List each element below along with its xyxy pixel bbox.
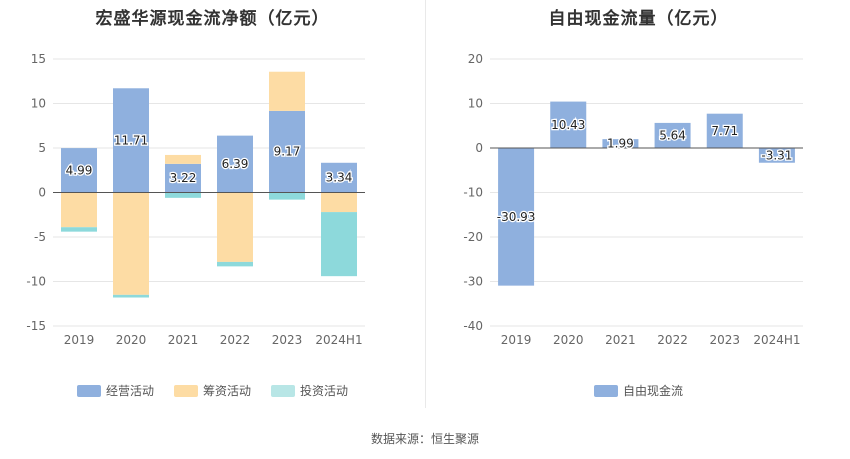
legend-swatch-investing — [271, 384, 295, 397]
data-label: 4.99 — [66, 163, 93, 177]
y-tick-label: -20 — [463, 230, 483, 244]
data-source-note: 数据来源：恒生聚源 — [370, 432, 479, 446]
x-tick-label: 2020 — [553, 333, 584, 347]
legend-item-operating[interactable]: 经营活动 — [76, 382, 154, 399]
data-label: 3.22 — [170, 171, 197, 185]
data-label: -30.93 — [497, 210, 536, 224]
y-tick-label: -10 — [26, 275, 46, 289]
bar — [550, 101, 587, 148]
legend-item-investing[interactable]: 投资活动 — [271, 382, 348, 399]
legend-label: 自由现金流 — [622, 384, 683, 398]
bar — [758, 148, 795, 163]
chart-legend: 自由现金流 — [427, 382, 850, 399]
bar — [269, 192, 305, 200]
legend-swatch-financing — [173, 384, 198, 397]
bar — [61, 148, 97, 193]
y-tick-label: -30 — [463, 275, 483, 289]
y-tick-label: -10 — [463, 186, 483, 200]
y-tick-label: 15 — [31, 52, 46, 66]
data-label: 11.71 — [114, 133, 148, 147]
x-tick-label: 2024H1 — [753, 333, 800, 347]
bar — [61, 192, 97, 228]
y-tick-label: 5 — [38, 141, 46, 155]
x-tick-label: 2021 — [605, 333, 636, 347]
x-tick-label: 2019 — [64, 333, 95, 347]
bar — [217, 192, 253, 262]
free-cashflow-plot: 20 10 0 -10 -20 -30 -40 2019 2020 2021 2022 2023 202… — [463, 52, 803, 347]
legend-swatch-free-cashflow — [593, 384, 618, 397]
data-label: 1.99 — [607, 137, 634, 151]
x-tick-label: 2020 — [116, 333, 147, 347]
bar — [217, 135, 253, 193]
legend-swatch-operating — [76, 384, 101, 397]
x-tick-label: 2023 — [709, 333, 740, 347]
y-tick-label: 0 — [38, 186, 46, 200]
x-tick-label: 2023 — [272, 333, 303, 347]
bar — [321, 192, 357, 213]
bar — [113, 192, 149, 295]
bar — [113, 294, 149, 298]
bar — [269, 110, 305, 193]
bar — [706, 113, 743, 148]
legend-label: 投资活动 — [300, 384, 349, 398]
bar — [165, 192, 201, 198]
data-label: 5.64 — [659, 128, 686, 142]
data-label: 3.34 — [326, 171, 353, 185]
y-tick-label: 10 — [31, 97, 46, 111]
bar — [217, 261, 253, 267]
bar — [321, 162, 357, 193]
data-label: 6.39 — [222, 157, 249, 171]
bar — [165, 154, 201, 164]
legend-item-financing[interactable]: 筹资活动 — [173, 382, 251, 399]
legend-label: 筹资活动 — [202, 384, 251, 398]
bar — [61, 227, 97, 232]
bar — [498, 148, 535, 286]
data-label: 7.71 — [711, 124, 738, 138]
legend-label: 经营活动 — [105, 384, 154, 398]
chart-title: 自由现金流量（亿元） — [548, 9, 729, 29]
x-tick-label: 2022 — [220, 333, 251, 347]
bar — [113, 88, 149, 193]
panel-divider — [425, 0, 426, 408]
chart-legend: 经营活动 筹资活动 投资活动 — [0, 382, 425, 399]
cashflow-net-chart: 宏盛华源现金流净额（亿元） 15 10 5 0 -5 -10 -15 2019 2020 2021… — [0, 0, 425, 410]
y-tick-label: -5 — [34, 230, 46, 244]
data-label: -3.31 — [761, 148, 792, 162]
bar — [602, 139, 639, 148]
x-tick-label: 2019 — [501, 333, 532, 347]
bar — [654, 122, 691, 148]
x-tick-label: 2021 — [168, 333, 199, 347]
y-tick-label: 20 — [468, 52, 483, 66]
bar — [165, 163, 201, 193]
bar — [321, 212, 357, 277]
cashflow-net-plot: 15 10 5 0 -5 -10 -15 2019 2020 2021 2022 2023 2024H1… — [26, 52, 365, 347]
x-tick-label: 2022 — [657, 333, 688, 347]
y-tick-label: 10 — [468, 97, 483, 111]
free-cashflow-chart: 自由现金流量（亿元） 20 10 0 -10 -20 -30 -40 2019 2020 2021… — [427, 0, 850, 410]
bar — [269, 71, 305, 111]
y-tick-label: 0 — [475, 141, 483, 155]
y-tick-label: -15 — [26, 319, 46, 333]
y-tick-label: -40 — [463, 319, 483, 333]
data-label: 9.17 — [274, 145, 301, 159]
x-tick-label: 2024H1 — [315, 333, 362, 347]
data-label: 10.43 — [551, 118, 585, 132]
chart-title: 宏盛华源现金流净额（亿元） — [95, 9, 330, 29]
legend-item-free-cashflow[interactable]: 自由现金流 — [593, 382, 683, 399]
